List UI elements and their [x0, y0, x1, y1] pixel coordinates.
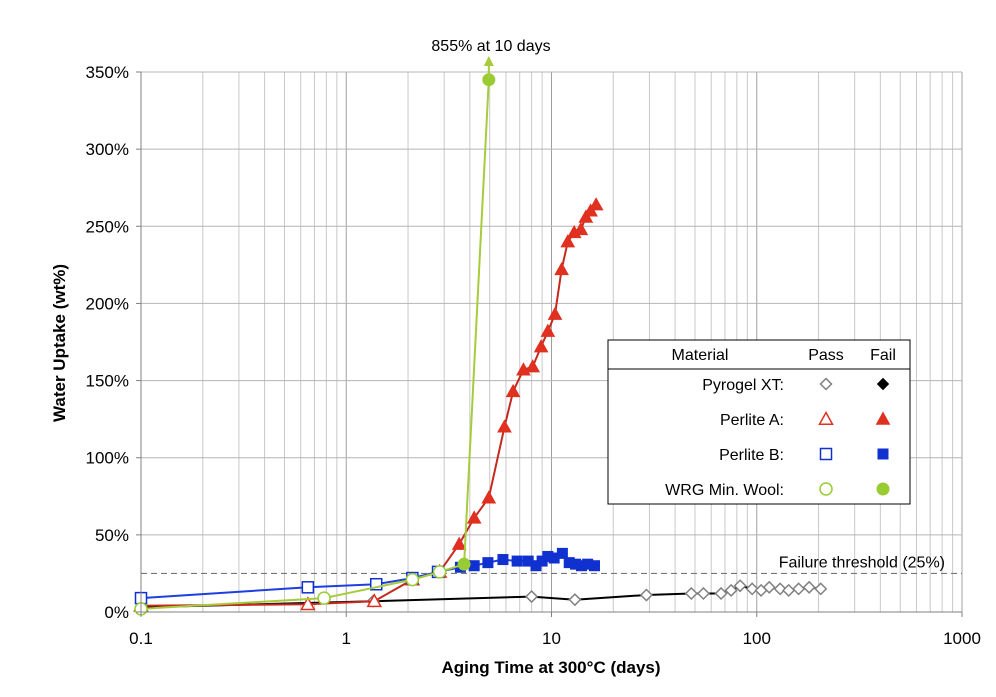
x-tick-label: 0.1	[129, 629, 153, 648]
legend-pass-marker	[819, 482, 833, 496]
data-point-perlite-a	[533, 339, 549, 353]
data-point-pyrogel-xt	[733, 579, 747, 593]
legend-pass-marker	[818, 410, 834, 425]
y-tick-label: 100%	[86, 449, 129, 468]
data-point-pyrogel-xt	[782, 583, 796, 597]
data-point-perlite-b	[589, 560, 601, 572]
data-point-perlite-a	[466, 510, 482, 524]
y-tick-label: 0%	[104, 603, 129, 622]
data-point-perlite-a	[366, 593, 383, 608]
x-axis-title: Aging Time at 300°C (days)	[441, 658, 660, 677]
offscale-annotation-label: 855% at 10 days	[431, 38, 550, 55]
data-point-perlite-b	[511, 555, 523, 567]
data-point-perlite-a	[588, 197, 604, 211]
data-point-perlite-a	[573, 221, 589, 236]
data-point-perlite-a	[560, 234, 576, 248]
legend: Material Pass Fail Pyrogel XT: Perlite A:…	[607, 339, 911, 505]
legend-fail-marker	[876, 482, 890, 496]
series-perlite-b	[134, 547, 601, 605]
series-line-wrg-min-wool	[140, 79, 490, 610]
data-point-perlite-a	[547, 306, 563, 320]
data-point-perlite-a	[497, 419, 512, 433]
data-point-perlite-a	[451, 536, 467, 550]
x-tick-label: 1	[342, 629, 351, 648]
data-point-pyrogel-xt	[814, 582, 828, 596]
data-point-pyrogel-xt	[684, 586, 698, 601]
tick-labels: 0.1 1 10 100 1000 0% 50% 100% 150% 200% 250% 300% 35…	[86, 63, 981, 648]
legend-label: Perlite B:	[719, 447, 784, 464]
y-tick-label: 300%	[86, 140, 129, 159]
y-tick-label: 250%	[86, 217, 129, 236]
y-tick-label: 350%	[86, 63, 129, 82]
data-point-pyrogel-xt	[639, 588, 653, 602]
legend-header-fail: Fail	[870, 347, 896, 364]
series-layer	[133, 73, 828, 616]
x-tick-label: 100	[743, 629, 771, 648]
legend-fail-marker	[877, 448, 889, 460]
legend-label: Pyrogel XT:	[702, 377, 784, 394]
legend-header-material: Material	[672, 347, 729, 364]
data-point-pyrogel-xt	[802, 580, 816, 594]
x-tick-label: 1000	[943, 629, 981, 648]
data-point-wrg-min-wool	[317, 591, 331, 605]
data-point-wrg-min-wool	[457, 557, 471, 571]
series-perlite-a	[133, 197, 604, 612]
legend-fail-marker	[875, 411, 891, 425]
legend-fail-marker	[876, 377, 890, 391]
data-point-wrg-min-wool	[405, 572, 420, 587]
data-point-pyrogel-xt	[568, 593, 582, 607]
data-point-perlite-b	[556, 547, 568, 559]
legend-pass-marker	[819, 377, 833, 391]
legend-header-pass: Pass	[808, 347, 844, 364]
data-point-perlite-b	[482, 557, 494, 569]
y-axis-title: Water Uptake (wt%)	[50, 264, 69, 422]
offscale-annotation: 855% at 10 days	[431, 38, 551, 80]
data-point-pyrogel-xt	[762, 580, 776, 594]
data-point-pyrogel-xt	[714, 586, 728, 601]
data-point-pyrogel-xt	[773, 582, 787, 596]
failure-threshold-label: Failure threshold (25%)	[779, 554, 945, 571]
legend-rows: Pyrogel XT: Perlite A: Perlite B: WRG Min. …	[665, 377, 891, 499]
data-point-perlite-b	[497, 554, 509, 566]
series-pyrogel-xt	[134, 579, 828, 614]
threshold-layer: Failure threshold (25%)	[141, 554, 962, 575]
series-wrg-min-wool	[134, 73, 496, 616]
legend-box	[607, 339, 911, 505]
data-point-pyrogel-xt	[525, 590, 539, 604]
data-point-pyrogel-xt	[696, 586, 711, 601]
legend-pass-marker	[819, 447, 833, 461]
data-point-perlite-b	[468, 560, 480, 572]
data-point-pyrogel-xt	[792, 582, 806, 596]
data-point-perlite-a	[300, 596, 316, 611]
y-tick-label: 150%	[86, 372, 129, 391]
data-point-wrg-min-wool	[432, 565, 447, 579]
x-tick-label: 10	[542, 629, 561, 648]
data-point-perlite-a	[554, 261, 569, 276]
data-point-pyrogel-xt	[745, 582, 759, 596]
data-point-perlite-a	[481, 490, 497, 504]
data-point-perlite-a	[505, 383, 521, 398]
data-point-perlite-b	[369, 577, 383, 591]
data-point-perlite-a	[525, 359, 541, 373]
offscale-arrow-head	[483, 56, 494, 66]
y-tick-label: 200%	[86, 294, 129, 313]
y-tick-label: 50%	[95, 526, 129, 545]
data-point-perlite-a	[540, 323, 556, 337]
data-point-perlite-b	[301, 581, 315, 594]
data-point-pyrogel-xt	[724, 583, 738, 597]
legend-label: Perlite A:	[720, 412, 784, 429]
legend-label: WRG Min. Wool:	[665, 482, 784, 499]
